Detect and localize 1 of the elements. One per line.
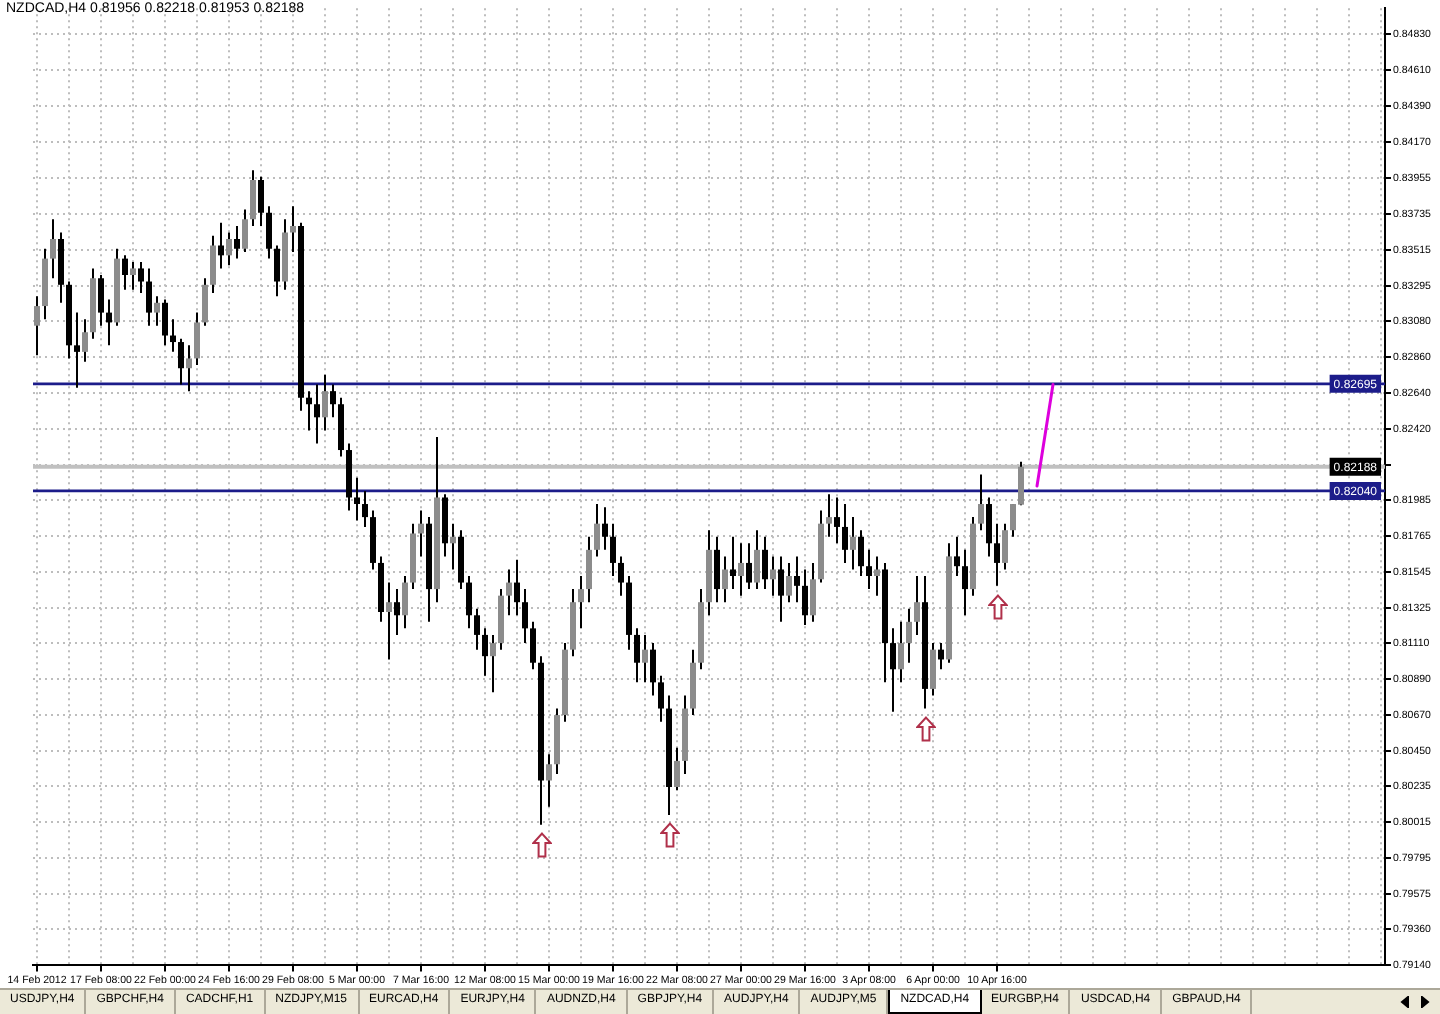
candlestick [74, 312, 80, 388]
